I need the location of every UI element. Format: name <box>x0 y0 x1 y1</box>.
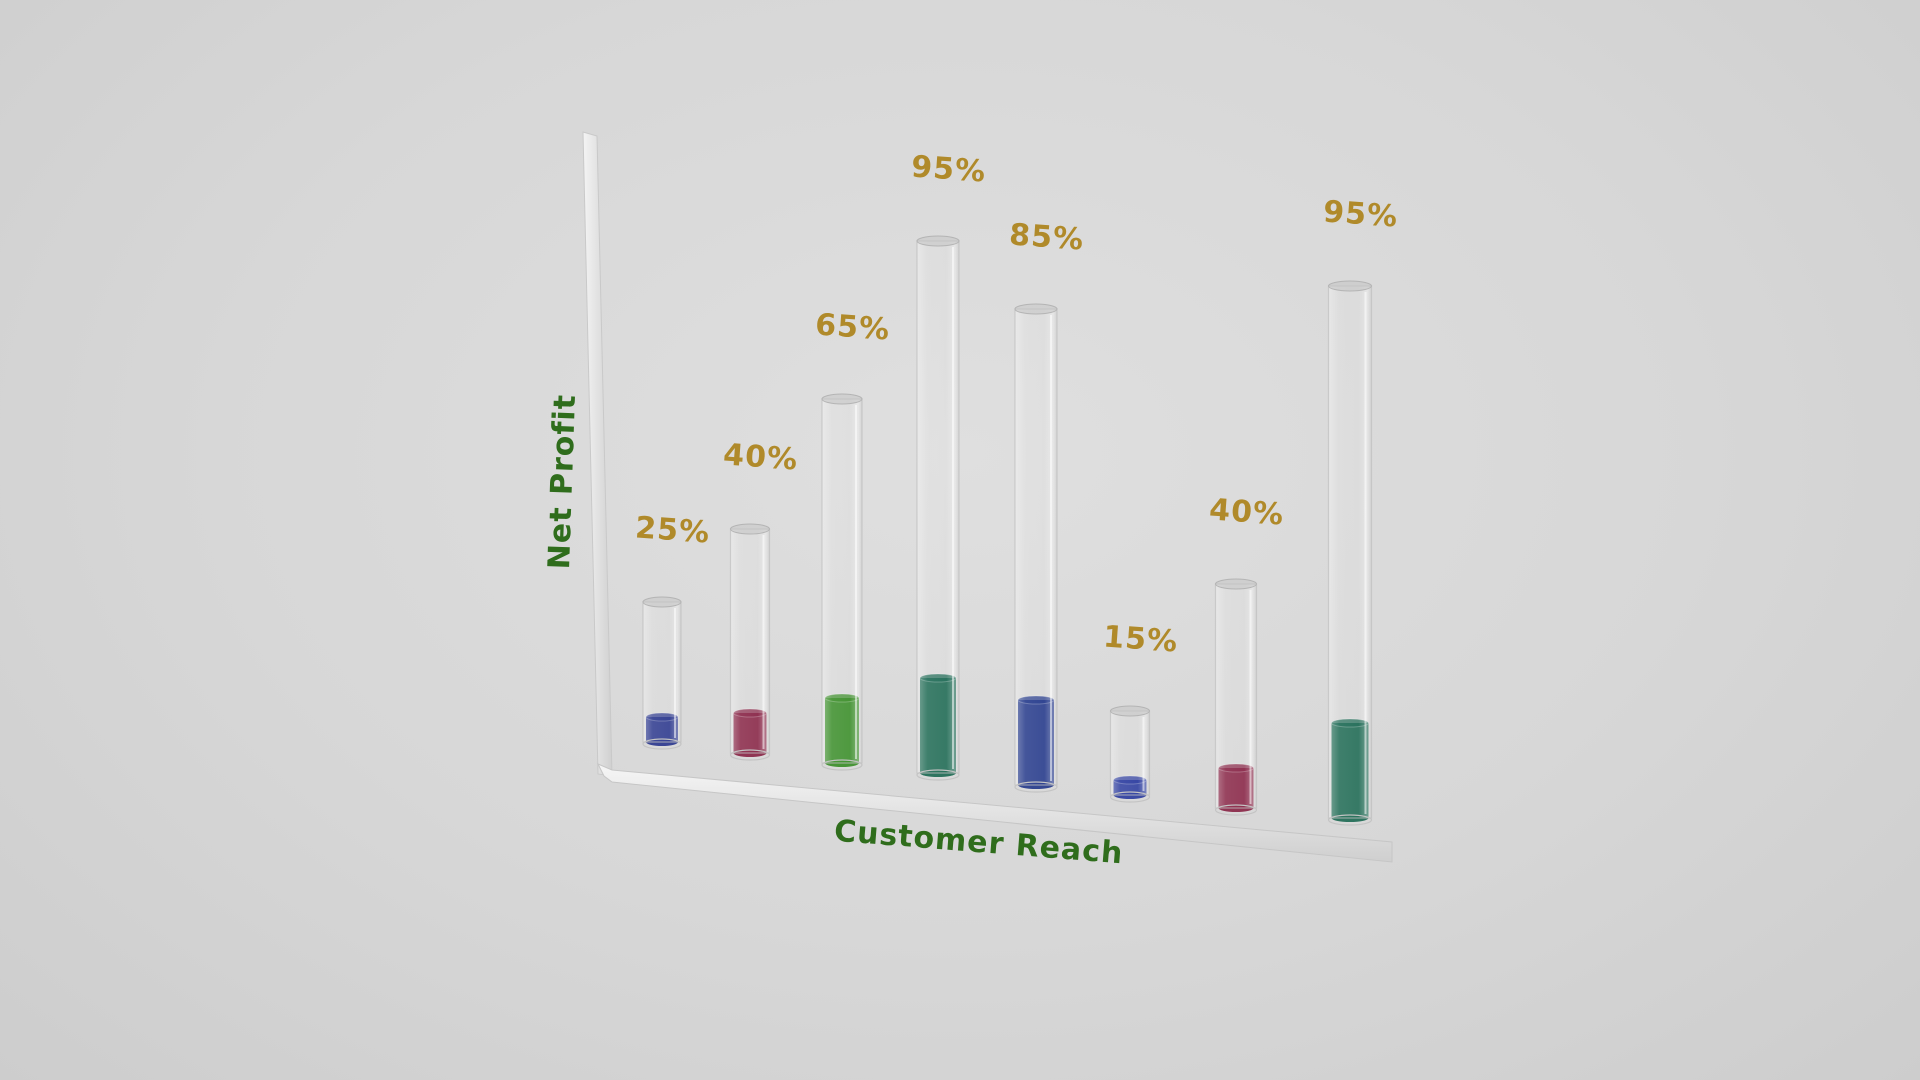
data-label-2: 40% <box>722 437 799 477</box>
axis-frame <box>582 131 1393 863</box>
bar-tube-base <box>729 749 771 761</box>
bar-tube-cap <box>1328 280 1372 292</box>
y-axis-bar <box>582 131 613 777</box>
bar-tube-base <box>916 769 960 781</box>
data-label-1: 25% <box>634 510 711 550</box>
bar-1 <box>642 596 682 750</box>
bar-tube <box>1327 285 1373 819</box>
data-label-5: 85% <box>1008 217 1085 257</box>
x-axis-bar <box>596 763 1393 863</box>
bar-tube-cap <box>916 235 960 247</box>
bar-8 <box>1327 280 1373 826</box>
bar-tube-base <box>1327 814 1373 826</box>
bar-tube-cap <box>821 393 863 405</box>
bar-tube-cap <box>642 596 682 608</box>
bar-4 <box>916 235 960 781</box>
bar-tube-base <box>821 759 863 771</box>
y-axis-title: Net Profit <box>542 393 583 569</box>
bar-tube-cap <box>1014 303 1058 315</box>
bar-tube-base <box>642 738 682 750</box>
bar-tube-base <box>1109 791 1151 803</box>
data-label-3: 65% <box>814 307 891 347</box>
bar-tube-base <box>1214 804 1258 816</box>
bar-tube-cap <box>1110 705 1150 717</box>
bar-2 <box>729 523 771 761</box>
bar-3 <box>821 393 863 771</box>
bar-tube-cap <box>1215 578 1257 590</box>
bar-6 <box>1109 705 1151 803</box>
bars-layer <box>642 235 1373 826</box>
bar-5 <box>1014 303 1058 793</box>
bar-7 <box>1214 578 1258 816</box>
data-label-8: 95% <box>1322 194 1399 234</box>
data-label-4: 95% <box>910 149 987 189</box>
data-label-6: 15% <box>1102 619 1179 659</box>
data-label-7: 40% <box>1208 492 1285 532</box>
bar-tube-cap <box>730 523 770 535</box>
labels-layer: 25% 40% 65% 95% 85% 15% 40% 95% <box>634 149 1399 659</box>
bar-tube-base <box>1014 781 1058 793</box>
